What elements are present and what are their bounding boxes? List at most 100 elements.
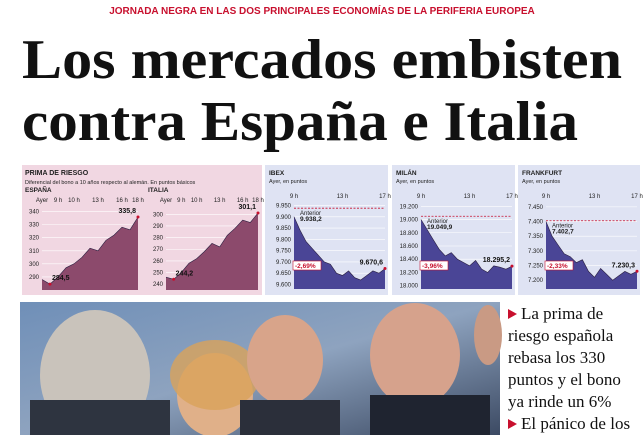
y-tick-label: 9.600	[276, 282, 292, 288]
y-tick-label: 7.300	[528, 249, 544, 255]
y-tick-label: 9.650	[276, 271, 292, 277]
value-label: 301,1	[238, 204, 256, 211]
y-tick-label: 19.000	[400, 218, 419, 224]
sidebar: La prima de riesgo española rebasa los 330…	[508, 304, 630, 433]
x-tick-label: 13 h	[464, 194, 476, 200]
x-tick-label: Ayer	[160, 198, 172, 204]
x-tick-label: 13 h	[337, 194, 349, 200]
value-dot	[635, 269, 639, 273]
change-label: -2,33%	[547, 263, 568, 270]
x-tick-label: 17 h	[379, 194, 391, 200]
y-tick-label: 9.800	[276, 237, 292, 243]
y-tick-label: 330	[29, 223, 40, 229]
line	[165, 212, 259, 280]
x-tick-label: Ayer	[36, 198, 48, 204]
value-label: 244,2	[176, 270, 194, 277]
y-tick-label: 290	[153, 224, 164, 230]
value-label: 7.230,3	[612, 262, 635, 269]
change-label: -3,96%	[422, 263, 443, 270]
line	[293, 216, 386, 281]
y-tick-label: 18.000	[400, 284, 419, 290]
y-tick-label: 7.400	[528, 220, 544, 226]
x-tick-label: 18 h	[132, 198, 144, 204]
area	[421, 219, 512, 289]
x-tick-label: 13 h	[214, 198, 226, 204]
kicker: JORNADA NEGRA EN LAS DOS PRINCIPALES ECO…	[109, 4, 535, 17]
sidebar-line: La prima de	[521, 304, 603, 323]
panel-title: PRIMA DE RIESGO	[25, 170, 89, 177]
value-dot	[383, 267, 387, 271]
x-tick-label: 9 h	[417, 194, 425, 200]
change-box	[292, 260, 322, 271]
sidebar-line: El pánico de los	[521, 414, 630, 433]
y-tick-label: 18.800	[400, 231, 419, 237]
y-tick-label: 300	[29, 262, 40, 268]
y-tick-label: 270	[153, 247, 164, 253]
chart-title: ITALIA	[148, 187, 169, 194]
reference-label: Anterior	[552, 224, 573, 230]
sidebar-line: riesgo española	[508, 326, 614, 345]
value-dot	[172, 277, 176, 281]
y-tick-label: 250	[153, 271, 164, 277]
line	[41, 216, 139, 285]
x-tick-label: 9 h	[54, 198, 62, 204]
value-dot	[256, 211, 260, 215]
x-tick-label: 10 h	[191, 198, 203, 204]
y-tick-label: 18.600	[400, 244, 419, 250]
panel-subtitle: Diferencial del bono a 10 años respecto …	[25, 180, 196, 186]
y-tick-label: 7.200	[528, 278, 544, 284]
y-tick-label: 9.700	[276, 260, 292, 266]
x-tick-label: 17 h	[506, 194, 518, 200]
y-tick-label: 280	[153, 236, 164, 242]
x-tick-label: 9 h	[177, 198, 185, 204]
y-tick-label: 7.250	[528, 264, 544, 270]
y-tick-label: 9.950	[276, 204, 292, 210]
chart-title: IBEX	[269, 170, 285, 177]
chart-subtitle: Ayer, en puntos	[396, 179, 434, 185]
reference-value: 9.938,2	[300, 216, 322, 223]
chart-subtitle: Ayer, en puntos	[522, 179, 560, 185]
y-tick-label: 9.900	[276, 215, 292, 221]
x-tick-label: 9 h	[542, 194, 550, 200]
x-tick-label: 9 h	[290, 194, 298, 200]
x-tick-label: 18 h	[252, 198, 264, 204]
y-tick-label: 7.450	[528, 205, 544, 211]
chart-title: MILÁN	[396, 168, 417, 177]
x-tick-label: 13 h	[589, 194, 601, 200]
headline-line: contra España e Italia	[22, 91, 578, 153]
sidebar-line: puntos y el bono	[508, 370, 621, 389]
value-dot	[136, 215, 140, 219]
reference-value: 19.049,9	[427, 224, 453, 231]
y-tick-label: 9.850	[276, 226, 292, 232]
sidebar-line: rebasa los 330	[508, 348, 605, 367]
y-tick-label: 9.750	[276, 249, 292, 255]
line	[420, 219, 513, 273]
area	[546, 221, 637, 289]
value-label: 284,5	[52, 275, 70, 282]
bullet	[508, 309, 517, 319]
change-label: -2,69%	[295, 263, 316, 270]
y-tick-label: 290	[29, 275, 40, 281]
headline-line: Los mercados embisten	[22, 29, 622, 91]
x-tick-label: 16 h	[116, 198, 128, 204]
chart-subtitle: Ayer, en puntos	[269, 179, 307, 185]
value-label: 9.670,6	[360, 260, 383, 267]
x-tick-label: 10 h	[68, 198, 80, 204]
y-tick-label: 300	[153, 212, 164, 218]
value-label: 18.295,2	[483, 257, 510, 264]
x-tick-label: 16 h	[237, 198, 249, 204]
reference-value: 7.402,7	[552, 229, 574, 236]
y-tick-label: 18.400	[400, 257, 419, 263]
area	[166, 213, 258, 290]
line	[545, 221, 638, 281]
y-tick-label: 340	[29, 210, 40, 216]
reference-label: Anterior	[427, 219, 448, 225]
y-tick-label: 320	[29, 236, 40, 242]
x-tick-label: 17 h	[631, 194, 643, 200]
value-label: 335,8	[118, 208, 136, 215]
change-box	[544, 260, 574, 271]
y-tick-label: 240	[153, 282, 164, 288]
y-tick-label: 260	[153, 259, 164, 265]
photo-figures	[30, 303, 502, 435]
